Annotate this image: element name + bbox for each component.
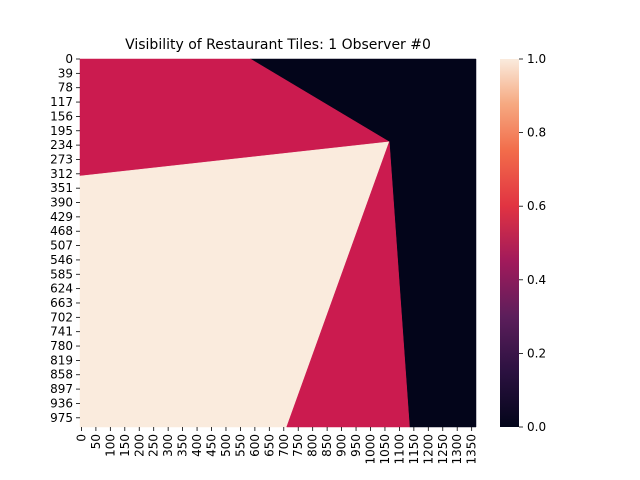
heatmap-regions: [79, 58, 477, 428]
y-tick-label-4: 156: [50, 109, 73, 123]
x-tick-label-9: 450: [205, 434, 219, 457]
y-tick-label-10: 390: [50, 196, 73, 210]
y-tick-label-22: 858: [50, 368, 73, 382]
x-tick-label-19: 950: [349, 434, 363, 457]
y-tick-label-11: 429: [50, 210, 73, 224]
y-tick-label-3: 117: [50, 95, 73, 109]
x-tick-label-15: 750: [291, 434, 305, 457]
y-tick-label-5: 195: [50, 124, 73, 138]
y-tick-label-23: 897: [50, 382, 73, 396]
y-tick-label-12: 468: [50, 224, 73, 238]
y-tick-label-9: 351: [50, 181, 73, 195]
y-tick-label-21: 819: [50, 353, 73, 367]
x-tick-label-6: 300: [161, 434, 175, 457]
x-tick-label-20: 1000: [363, 434, 377, 465]
x-tick-label-3: 150: [118, 434, 132, 457]
y-tick-label-13: 507: [50, 239, 73, 253]
y-tick-label-19: 741: [50, 325, 73, 339]
colorbar-axis: 0.0 0.2 0.4 0.6 0.8 1.0: [519, 52, 546, 434]
colorbar-tick-label-4: 0.8: [527, 126, 546, 140]
x-tick-label-10: 500: [219, 434, 233, 457]
x-tick-label-17: 850: [320, 434, 334, 457]
x-tick-label-8: 400: [190, 434, 204, 457]
colorbar-tick-label-0: 0.0: [527, 420, 546, 434]
x-tick-label-25: 1250: [436, 434, 450, 465]
x-tick-label-5: 250: [147, 434, 161, 457]
y-tick-label-0: 0: [65, 52, 73, 66]
x-tick-label-21: 1050: [378, 434, 392, 465]
y-tick-label-17: 663: [50, 296, 73, 310]
x-tick-label-18: 900: [335, 434, 349, 457]
heatmap-region-3: [286, 141, 410, 428]
y-tick-label-20: 780: [50, 339, 73, 353]
colorbar-tick-label-5: 1.0: [527, 52, 546, 66]
y-tick-label-1: 39: [58, 66, 73, 80]
y-tick-label-6: 234: [50, 138, 73, 152]
x-axis: 0 50 100 150 200 250 300 350 400 450 500 550 600 650 7…: [74, 427, 479, 465]
x-tick-label-14: 700: [277, 434, 291, 457]
y-tick-label-2: 78: [58, 81, 73, 95]
x-tick-label-0: 0: [74, 434, 88, 442]
colorbar-tick-label-2: 0.4: [527, 273, 546, 287]
y-tick-label-24: 936: [50, 396, 73, 410]
chart-title: Visibility of Restaurant Tiles: 1 Observ…: [125, 37, 431, 53]
x-tick-label-2: 100: [103, 434, 117, 457]
x-tick-label-13: 650: [262, 434, 276, 457]
x-tick-label-4: 200: [132, 434, 146, 457]
x-tick-label-7: 350: [176, 434, 190, 457]
y-tick-label-7: 273: [50, 152, 73, 166]
colorbar: [500, 59, 519, 427]
x-tick-label-12: 600: [248, 434, 262, 457]
x-tick-label-27: 1350: [465, 434, 479, 465]
x-tick-label-16: 800: [306, 434, 320, 457]
y-axis: 0397811715619523427331235139042946850754…: [50, 52, 80, 425]
colorbar-tick-label-1: 0.2: [527, 346, 546, 360]
y-tick-label-14: 546: [50, 253, 73, 267]
y-tick-label-15: 585: [50, 267, 73, 281]
x-tick-label-24: 1200: [421, 434, 435, 465]
y-tick-label-8: 312: [50, 167, 73, 181]
y-tick-label-16: 624: [50, 282, 73, 296]
y-tick-label-25: 975: [50, 411, 73, 425]
x-tick-label-22: 1100: [392, 434, 406, 465]
y-tick-label-18: 702: [50, 310, 73, 324]
x-tick-label-26: 1300: [450, 434, 464, 465]
x-tick-label-11: 550: [233, 434, 247, 457]
x-tick-label-23: 1150: [407, 434, 421, 465]
colorbar-tick-label-3: 0.6: [527, 199, 546, 213]
x-tick-label-1: 50: [89, 434, 103, 449]
